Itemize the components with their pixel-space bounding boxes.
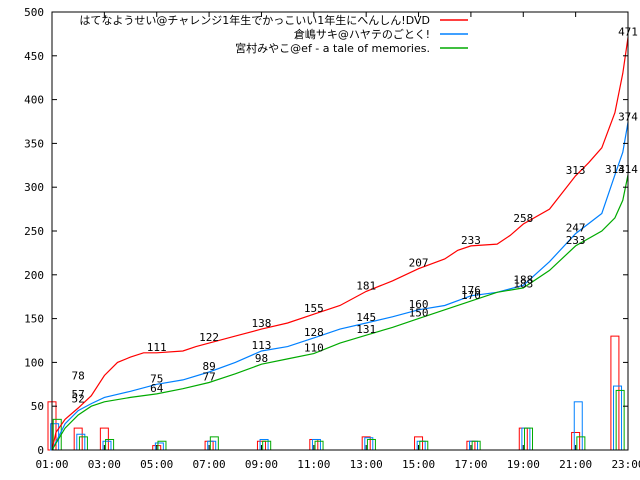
data-label-series-2: 160 xyxy=(409,298,429,311)
data-label-series-2: 145 xyxy=(356,311,376,324)
data-label-series-2: 57 xyxy=(72,388,85,401)
data-label-series-1: 313 xyxy=(566,164,586,177)
x-tick-label: 01:00 xyxy=(35,458,68,471)
data-label-series-2: 247 xyxy=(566,222,586,235)
bar-series-1 xyxy=(610,335,620,451)
x-tick-label: 21:00 xyxy=(559,458,592,471)
bar-series-2 xyxy=(573,401,583,451)
plot-frame xyxy=(51,11,629,451)
bar-series-3 xyxy=(524,427,534,451)
data-label-series-1: 138 xyxy=(252,317,272,330)
data-label-series-1: 258 xyxy=(513,212,533,225)
data-label-series-3: 233 xyxy=(566,234,586,247)
legend-label-series-1: はてなようせい@チャレンジ1年生でかっこいい1年生にへんしん!DVD xyxy=(79,13,430,27)
data-label-series-3: 131 xyxy=(356,323,376,336)
x-tick-label: 11:00 xyxy=(297,458,330,471)
data-label-series-1: 78 xyxy=(72,370,85,383)
y-tick-label: 100 xyxy=(24,356,44,369)
y-tick-label: 0 xyxy=(37,444,44,457)
data-labels-layer: 7811112213815518120723325831347157758911… xyxy=(72,25,639,405)
data-label-series-1: 207 xyxy=(409,257,429,270)
x-tick-label: 13:00 xyxy=(350,458,383,471)
data-label-series-3: 77 xyxy=(202,371,215,384)
bar-series-3 xyxy=(471,440,481,451)
data-label-series-2: 113 xyxy=(252,339,272,352)
data-label-series-2: 75 xyxy=(150,372,163,385)
cumulative-lines-layer xyxy=(51,37,629,451)
bar-series-1 xyxy=(73,427,83,451)
data-label-series-1: 122 xyxy=(199,331,219,344)
y-tick-label: 150 xyxy=(24,313,44,326)
axes-layer xyxy=(51,11,629,451)
bar-series-3 xyxy=(366,438,376,451)
legend-label-series-3: 宮村みやこ@ef - a tale of memories. xyxy=(235,41,430,55)
y-tick-label: 300 xyxy=(24,181,44,194)
data-label-series-1: 233 xyxy=(461,234,481,247)
y-tick-label: 400 xyxy=(24,94,44,107)
data-label-series-3: 52 xyxy=(72,392,85,405)
x-tick-label: 19:00 xyxy=(507,458,540,471)
x-tick-label: 15:00 xyxy=(402,458,435,471)
data-label-series-3: 98 xyxy=(255,352,268,365)
data-label-series-3: 64 xyxy=(150,382,164,395)
legend-label-series-2: 倉嶋サキ@ハヤテのごとく! xyxy=(294,27,430,41)
y-tick-label: 350 xyxy=(24,137,44,150)
data-label-series-3: 110 xyxy=(304,342,324,355)
y-tick-label: 450 xyxy=(24,50,44,63)
bar-series-3 xyxy=(314,440,324,451)
line-series-1 xyxy=(51,37,629,451)
x-tick-label: 09:00 xyxy=(245,458,278,471)
line-series-2 xyxy=(51,122,629,451)
y-tick-label: 500 xyxy=(24,6,44,19)
x-tick-label: 07:00 xyxy=(193,458,226,471)
x-tick-label: 23:00 xyxy=(611,458,640,471)
data-label-series-3: 183 xyxy=(513,278,533,291)
data-label-series-2: 314 xyxy=(605,163,625,176)
y-tick-label: 50 xyxy=(31,400,44,413)
y-tick-label: 250 xyxy=(24,225,44,238)
bar-series-3 xyxy=(209,436,219,451)
data-label-series-1: 181 xyxy=(356,279,376,292)
data-label-series-2: 128 xyxy=(304,326,324,339)
data-label-series-2: 176 xyxy=(461,284,481,297)
bar-series-3 xyxy=(576,436,586,451)
hourly-bars-layer xyxy=(47,335,625,451)
y-tick-label: 200 xyxy=(24,269,44,282)
x-tick-label: 03:00 xyxy=(88,458,121,471)
data-label-series-3: 170 xyxy=(461,289,481,302)
data-label-series-2: 188 xyxy=(513,273,533,286)
x-tick-label: 17:00 xyxy=(454,458,487,471)
bar-series-3 xyxy=(615,389,625,451)
data-label-series-3: 150 xyxy=(409,307,429,320)
bar-series-3 xyxy=(262,440,272,451)
x-tick-label: 05:00 xyxy=(140,458,173,471)
bar-series-3 xyxy=(419,440,429,451)
ticks-layer: 0 50 100 150 200 250 300 350 400 450 500 01:00 03:00… xyxy=(24,6,640,471)
bar-series-3 xyxy=(78,436,88,451)
bar-series-2 xyxy=(613,385,623,451)
data-label-series-1: 111 xyxy=(147,341,167,354)
data-label-series-1: 155 xyxy=(304,302,324,315)
line-series-3 xyxy=(51,174,629,451)
data-label-series-2: 89 xyxy=(202,360,215,373)
legend: はてなようせい@チャレンジ1年生でかっこいい1年生にへんしん!DVD倉嶋サキ@ハ… xyxy=(79,13,468,55)
